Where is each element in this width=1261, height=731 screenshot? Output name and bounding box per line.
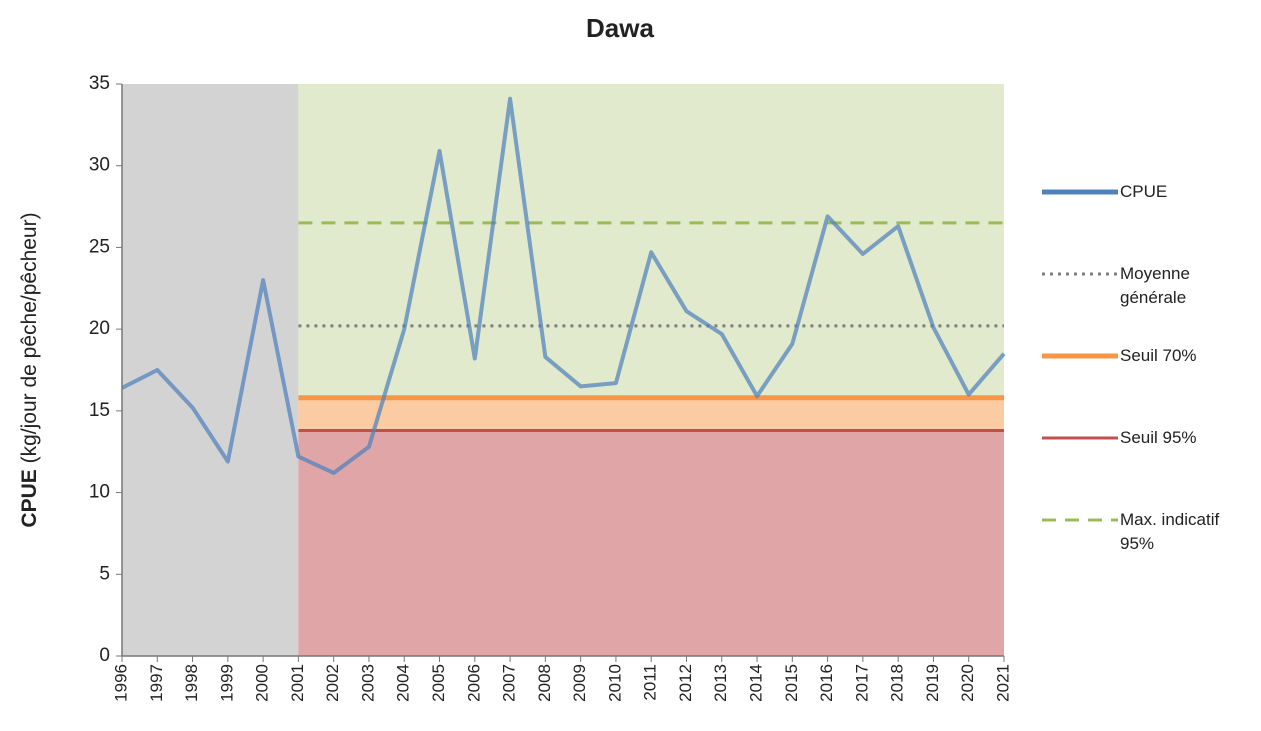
- x-tick-label: 1999: [217, 664, 236, 702]
- x-tick-label: 2008: [535, 664, 554, 702]
- legend-swatch: [1042, 518, 1118, 522]
- y-tick-label: 0: [99, 645, 110, 666]
- x-tick-label: 2010: [605, 664, 624, 702]
- legend-item: Max. indicatif 95%: [1040, 508, 1250, 590]
- legend: CPUE Moyenne générale Seuil 70% Seuil 95% Ma…: [1040, 180, 1250, 590]
- legend-label: Moyenne générale: [1120, 264, 1190, 307]
- legend-item: CPUE: [1040, 180, 1250, 262]
- x-tick-label: 2002: [323, 664, 342, 702]
- x-tick-label: 2003: [358, 664, 377, 702]
- alert-zone: [298, 430, 1004, 656]
- legend-swatch: [1042, 353, 1118, 359]
- y-tick-label: 35: [89, 73, 110, 94]
- y-label-main: CPUE: [18, 469, 41, 527]
- x-tick-label: 1998: [182, 664, 201, 702]
- x-tick-label: 2006: [464, 664, 483, 702]
- legend-label: CPUE: [1120, 182, 1168, 201]
- x-tick-label: 2016: [817, 664, 836, 702]
- x-tick-label: 2018: [888, 664, 907, 702]
- y-axis-label: CPUE (kg/jour de pêche/pêcheur): [18, 212, 41, 527]
- x-tick-label: 2011: [641, 664, 660, 701]
- legend-swatch: [1042, 272, 1118, 276]
- x-tick-label: 2005: [429, 664, 448, 702]
- x-tick-label: 2009: [570, 664, 589, 702]
- x-tick-label: 1996: [111, 664, 130, 702]
- x-tick-label: 2004: [394, 664, 413, 702]
- x-tick-label: 2001: [288, 664, 307, 702]
- legend-swatch: [1042, 436, 1118, 440]
- series-line: [121, 96, 1006, 475]
- reference-period-zone: [122, 84, 299, 656]
- warning-zone: [298, 397, 1004, 431]
- y-tick-label: 10: [89, 482, 110, 503]
- x-tick-label: 2012: [676, 664, 695, 702]
- x-tick-label: 2014: [747, 664, 766, 702]
- x-tick-label: 2013: [711, 664, 730, 702]
- legend-label: Max. indicatif 95%: [1120, 510, 1220, 553]
- y-tick-label: 15: [89, 400, 110, 421]
- legend-item: Seuil 95%: [1040, 426, 1250, 508]
- chart-title: Dawa: [586, 13, 654, 43]
- y-tick-label: 25: [89, 236, 110, 257]
- x-tick-label: 2000: [253, 664, 272, 702]
- y-tick-label: 30: [89, 155, 110, 176]
- legend-swatch: [1042, 189, 1118, 195]
- y-label-unit: (kg/jour de pêche/pêcheur): [18, 212, 41, 463]
- legend-label: Seuil 70%: [1120, 346, 1197, 365]
- legend-item: Seuil 70%: [1040, 344, 1250, 426]
- legend-item: Moyenne générale: [1040, 262, 1250, 344]
- x-tick-label: 2020: [958, 664, 977, 702]
- y-tick-label: 5: [99, 563, 110, 584]
- y-tick-label: 20: [89, 318, 110, 339]
- x-tick-label: 2017: [852, 664, 871, 702]
- x-tick-label: 2015: [782, 664, 801, 702]
- legend-label: Seuil 95%: [1120, 428, 1197, 447]
- good-zone: [298, 84, 1004, 398]
- x-tick-label: 2007: [500, 664, 519, 702]
- x-tick-label: 2019: [923, 664, 942, 702]
- x-tick-label: 2021: [993, 664, 1012, 702]
- x-tick-label: 1997: [147, 664, 166, 702]
